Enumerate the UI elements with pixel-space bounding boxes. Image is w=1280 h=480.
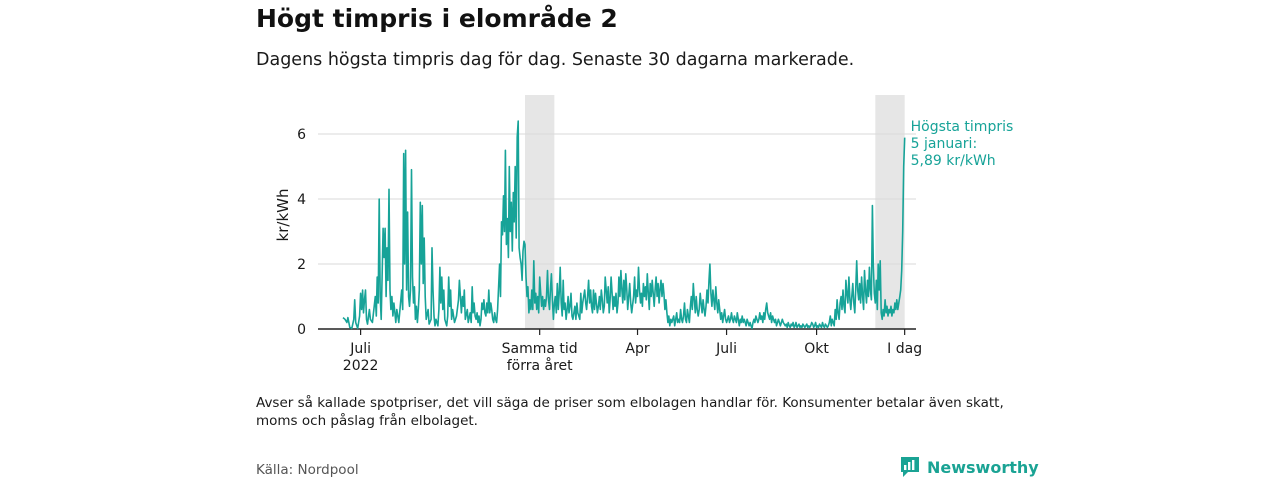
newsworthy-logo-icon [901, 457, 919, 477]
brand-logo[interactable]: Newsworthy [899, 455, 1039, 479]
x-tick-label-3: Apr [625, 341, 649, 357]
y-tick-label-6: 6 [297, 127, 306, 143]
x-tick-label-5: Okt [804, 341, 829, 357]
source-credit: Källa: Nordpool [256, 462, 359, 478]
chart-title: Högt timpris i elområde 2 [256, 4, 618, 33]
y-axis-label: kr/kWh [274, 189, 292, 242]
line-chart: 0 2 4 6 kr/kWh Juli 2022 Samma tid förra året A… [274, 95, 1014, 374]
brand-name: Newsworthy [927, 457, 1039, 477]
y-axis-ticks: 0 2 4 6 [297, 127, 306, 338]
gridlines [318, 133, 916, 265]
series-line-1 [342, 120, 906, 330]
x-tick-label-2: Samma tid förra året [502, 341, 578, 374]
chart-subtitle: Dagens högsta timpris dag för dag. Senas… [256, 50, 855, 70]
y-tick-label-2: 2 [297, 257, 306, 273]
x-tick-label-4: Juli [715, 341, 737, 357]
x-axis-ticks: Juli 2022 Samma tid förra året Apr Juli Okt I d… [343, 329, 922, 374]
x-tick-label-1: Juli 2022 [343, 341, 379, 374]
y-tick-label-4: 4 [297, 192, 306, 208]
series-group [342, 120, 906, 330]
annotation: Högsta timpris 5 januari: 5,89 kr/kWh [911, 119, 1014, 169]
y-tick-label-0: 0 [297, 322, 306, 338]
footnote: Avser så kallade spotpriser, det vill sä… [256, 395, 1004, 429]
annotation-text: Högsta timpris 5 januari: 5,89 kr/kWh [911, 119, 1014, 169]
x-tick-label-6: I dag [887, 341, 922, 357]
